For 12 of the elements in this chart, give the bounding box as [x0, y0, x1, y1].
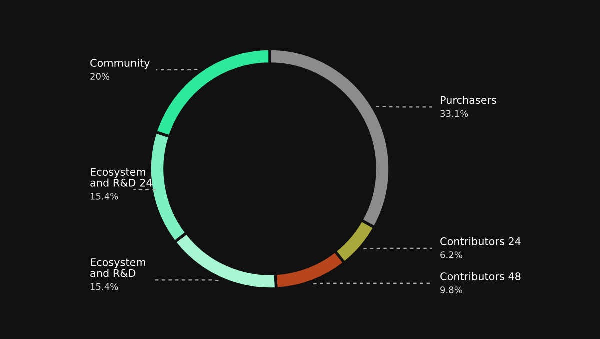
data-label: 20%	[90, 73, 110, 80]
data-label: 15.4%	[90, 283, 118, 290]
slice-label: Purchasers	[441, 96, 496, 104]
slice-label: Contributors 48	[440, 272, 521, 280]
data-label: 6.2%	[440, 252, 462, 258]
slice-label: Community	[90, 58, 150, 70]
slice-label: Contributors 24	[440, 237, 521, 246]
slice-label: Ecosystem and R&D 24	[90, 168, 152, 187]
data-label: 15.4%	[90, 193, 118, 200]
data-label: 33.1%	[440, 110, 468, 118]
slice-label: Ecosystem and R&D	[90, 258, 146, 278]
data-label: 9.8%	[440, 286, 462, 294]
